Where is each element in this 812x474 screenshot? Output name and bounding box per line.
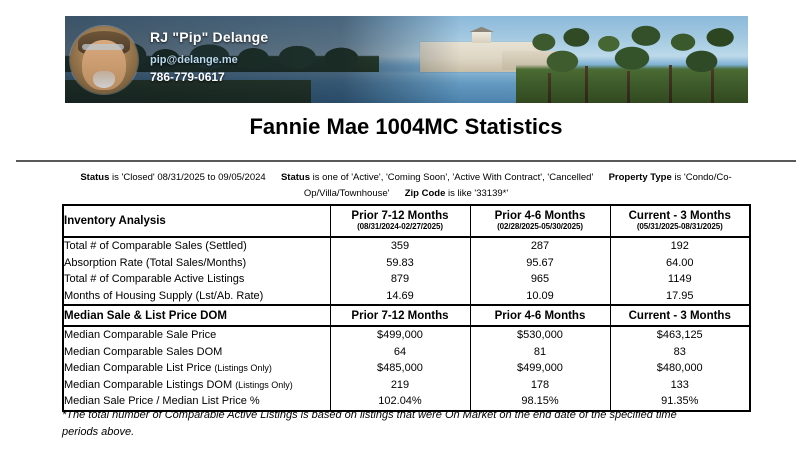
agent-banner: RJ "Pip" Delange pip@delange.me 786-779-… bbox=[65, 16, 748, 103]
header-col-prior-4-6: Prior 4-6 Months (02/28/2025-05/30/2025) bbox=[469, 204, 610, 238]
header-col-prior-7-12: Prior 7-12 Months bbox=[329, 304, 470, 327]
header-col-prior-4-6-range: (02/28/2025-05/30/2025) bbox=[497, 221, 583, 231]
row-label: Months of Housing Supply (Lst/Ab. Rate) bbox=[62, 287, 330, 305]
agent-email[interactable]: pip@delange.me bbox=[150, 54, 238, 67]
row-label: Median Comparable Sale Price bbox=[62, 326, 330, 344]
header-col-prior-4-6-title: Prior 4-6 Months bbox=[494, 210, 586, 223]
agent-name: RJ "Pip" Delange bbox=[150, 29, 269, 45]
header-col-prior-7-12-title: Prior 7-12 Months bbox=[351, 210, 449, 223]
avatar-beard bbox=[92, 70, 116, 88]
avatar-glasses bbox=[82, 43, 125, 50]
table-row: Months of Housing Supply (Lst/Ab. Rate) … bbox=[62, 287, 751, 305]
row-label: Median Sale Price / Median List Price % bbox=[62, 393, 330, 412]
row-label: Median Comparable Sales DOM bbox=[62, 343, 330, 360]
header-median-sale-list: Median Sale & List Price DOM bbox=[62, 304, 330, 327]
criteria-value-property-type: is 'Condo/Co-Op/Villa/Townhouse' bbox=[303, 172, 732, 199]
row-value: 178 bbox=[469, 376, 610, 393]
row-value: 91.35% bbox=[609, 393, 751, 412]
row-label: Median Comparable List Price (Listings O… bbox=[62, 360, 330, 377]
row-value: $463,125 bbox=[609, 326, 751, 344]
row-value: 359 bbox=[329, 237, 470, 255]
row-value: 81 bbox=[469, 343, 610, 360]
header-inventory-analysis: Inventory Analysis bbox=[62, 204, 330, 238]
statistics-table: Inventory Analysis Prior 7-12 Months (08… bbox=[62, 204, 751, 412]
table-row: Median Comparable Sales DOM 64 81 83 bbox=[62, 343, 751, 360]
header-col-prior-4-6: Prior 4-6 Months bbox=[469, 304, 610, 327]
table-header-row-median: Median Sale & List Price DOM Prior 7-12 … bbox=[62, 304, 751, 327]
table-row: Total # of Comparable Sales (Settled) 35… bbox=[62, 237, 751, 255]
table-row: Total # of Comparable Active Listings 87… bbox=[62, 271, 751, 288]
row-label: Absorption Rate (Total Sales/Months) bbox=[62, 254, 330, 271]
header-col-current-3: Current - 3 Months (05/31/2025-08/31/202… bbox=[609, 204, 751, 238]
criteria-value-status-list: is one of 'Active', 'Coming Soon', 'Acti… bbox=[312, 172, 594, 183]
table-row: Absorption Rate (Total Sales/Months) 59.… bbox=[62, 254, 751, 271]
row-value: 219 bbox=[329, 376, 470, 393]
search-criteria: Status is 'Closed' 08/31/2025 to 09/05/2… bbox=[56, 170, 756, 201]
row-value: 64 bbox=[329, 343, 470, 360]
criteria-value-status-closed: is 'Closed' 08/31/2025 to 09/05/2024 bbox=[112, 172, 266, 183]
row-value: 14.69 bbox=[329, 287, 470, 305]
row-value: 102.04% bbox=[329, 393, 470, 412]
agent-phone[interactable]: 786-779-0617 bbox=[150, 70, 225, 85]
row-value: $499,000 bbox=[469, 360, 610, 377]
table-row: Median Comparable List Price (Listings O… bbox=[62, 360, 751, 377]
row-value: 17.95 bbox=[609, 287, 751, 305]
table-header-row-inventory: Inventory Analysis Prior 7-12 Months (08… bbox=[62, 204, 751, 238]
header-col-prior-7-12-range: (08/31/2024-02/27/2025) bbox=[357, 221, 443, 231]
row-value: 879 bbox=[329, 271, 470, 288]
row-value: 83 bbox=[609, 343, 751, 360]
page-title: Fannie Mae 1004MC Statistics bbox=[249, 114, 563, 139]
row-value: 965 bbox=[469, 271, 610, 288]
table-row: Median Comparable Listings DOM (Listings… bbox=[62, 376, 751, 393]
table-footnote: *The total number of Comparable Active L… bbox=[62, 409, 677, 438]
row-value: 1149 bbox=[609, 271, 751, 288]
row-value: 95.67 bbox=[469, 254, 610, 271]
header-col-current-3-title: Current - 3 Months bbox=[628, 210, 731, 223]
row-value: 133 bbox=[609, 376, 751, 393]
criteria-field-status-closed: Status bbox=[80, 172, 110, 183]
header-col-prior-7-12: Prior 7-12 Months (08/31/2024-02/27/2025… bbox=[329, 204, 470, 238]
row-label: Total # of Comparable Sales (Settled) bbox=[62, 237, 330, 255]
row-value: $530,000 bbox=[469, 326, 610, 344]
criteria-field-property-type: Property Type bbox=[608, 172, 672, 183]
header-col-current-3: Current - 3 Months bbox=[609, 304, 751, 327]
criteria-value-zip-code: is like '33139*' bbox=[448, 187, 509, 199]
criteria-field-zip-code: Zip Code bbox=[404, 187, 446, 199]
table-row: Median Comparable Sale Price $499,000 $5… bbox=[62, 326, 751, 344]
row-value: 59.83 bbox=[329, 254, 470, 271]
row-label: Median Comparable Listings DOM (Listings… bbox=[62, 376, 330, 393]
header-col-current-3-range: (05/31/2025-08/31/2025) bbox=[636, 221, 723, 231]
table-row: Median Sale Price / Median List Price % … bbox=[62, 393, 751, 412]
row-value: 98.15% bbox=[469, 393, 610, 412]
row-value: 192 bbox=[609, 237, 751, 255]
header-divider bbox=[16, 160, 796, 162]
criteria-field-status-list: Status bbox=[280, 172, 310, 183]
row-value: 64.00 bbox=[609, 254, 751, 271]
palm-trees-right bbox=[515, 22, 748, 103]
row-value: $485,000 bbox=[329, 360, 470, 377]
row-label: Total # of Comparable Active Listings bbox=[62, 271, 330, 288]
avatar bbox=[70, 26, 138, 94]
row-value: 287 bbox=[469, 237, 610, 255]
row-value: 10.09 bbox=[469, 287, 610, 305]
row-value: $499,000 bbox=[329, 326, 470, 344]
agent-contact-block: RJ "Pip" Delange pip@delange.me 786-779-… bbox=[150, 28, 268, 84]
row-value: $480,000 bbox=[609, 360, 751, 377]
